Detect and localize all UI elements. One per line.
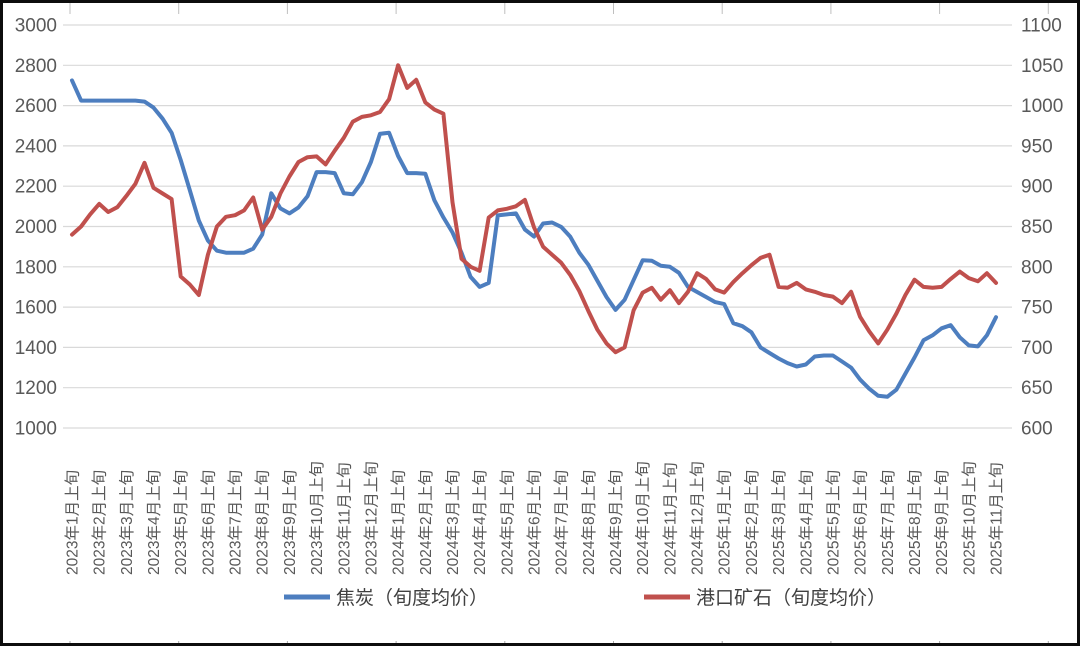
right-axis-tick-label: 900 [1021,177,1053,198]
x-axis-tick-label: 2025年7月上旬 [879,470,897,575]
x-axis-tick-label: 2025年6月上旬 [852,470,870,575]
x-axis-tick-label: 2024年6月上旬 [526,470,544,575]
x-axis-tick-label: 2025年5月上旬 [824,470,842,575]
left-axis-tick-label: 1400 [15,338,57,359]
left-axis-tick-label: 1000 [15,419,57,440]
x-axis-tick-label: 2023年8月上旬 [254,470,272,575]
legend-label-port-ore: 港口矿石（旬度均价） [696,587,886,609]
x-axis-tick-label: 2024年11月上旬 [661,462,679,575]
series-line-coke [70,78,998,399]
series-line-port-ore [70,63,998,355]
x-axis-tick-label: 2024年5月上旬 [498,470,516,575]
x-axis-tick-label: 2023年6月上旬 [199,470,217,575]
x-axis-tick-label: 2023年2月上旬 [91,470,109,575]
x-axis-tick-label: 2025年4月上旬 [797,470,815,575]
x-axis-tick-label: 2023年5月上旬 [172,470,190,575]
x-axis-tick-label: 2024年8月上旬 [580,470,598,575]
right-axis-tick-label: 800 [1021,257,1053,278]
left-axis-tick-label: 2800 [15,56,57,77]
left-axis-tick-label: 2000 [15,217,57,238]
x-axis-tick-label: 2023年12月上旬 [362,461,380,575]
x-axis-tick-label: 2024年2月上旬 [417,470,435,575]
right-axis-tick-label: 1100 [1021,16,1062,37]
x-axis-tick-label: 2023年10月上旬 [308,461,326,575]
x-axis-tick-label: 2023年9月上旬 [281,470,299,575]
x-axis-tick-label: 2025年3月上旬 [770,470,788,575]
x-axis-tick-label: 2024年12月上旬 [689,461,707,575]
x-axis-tick-label: 2024年10月上旬 [634,461,652,575]
x-axis-tick-label: 2023年7月上旬 [227,470,245,575]
x-axis-tick-label: 2023年1月上旬 [64,470,82,575]
left-axis-tick-label: 1600 [15,298,57,319]
left-axis-tick-label: 1200 [15,378,57,399]
right-axis-tick-label: 1000 [1021,96,1063,117]
x-axis-tick-label: 2024年7月上旬 [553,470,571,575]
left-axis-tick-label: 1800 [15,257,57,278]
x-axis-tick-label: 2024年4月上旬 [471,470,489,575]
x-axis-tick-label: 2025年2月上旬 [743,470,761,575]
left-axis-tick-label: 2600 [15,96,57,117]
x-axis-tick-label: 2025年10月上旬 [960,461,978,575]
x-axis-tick-label: 2023年3月上旬 [118,470,136,575]
right-axis-tick-label: 1050 [1021,56,1063,77]
right-axis-tick-label: 600 [1021,419,1053,440]
x-axis-tick-label: 2023年4月上旬 [145,470,163,575]
x-axis-tick-label: 2025年9月上旬 [933,470,951,575]
x-axis-tick-label: 2024年9月上旬 [607,470,625,575]
right-axis-tick-label: 850 [1021,217,1053,238]
legend-label-coke: 焦炭（旬度均价） [336,587,488,609]
right-axis-tick-label: 700 [1021,338,1053,359]
right-axis-tick-label: 950 [1021,136,1053,157]
left-axis-tick-label: 3000 [15,16,57,37]
left-axis-tick-label: 2400 [15,136,57,157]
right-axis-tick-label: 650 [1021,378,1053,399]
x-axis-tick-label: 2025年11月上旬 [988,462,1006,575]
x-axis-tick-label: 2025年1月上旬 [716,470,734,575]
x-axis-tick-label: 2024年1月上旬 [390,470,408,575]
x-axis-tick-label: 2024年3月上旬 [444,470,462,575]
x-axis-tick-label: 2023年11月上旬 [335,462,353,575]
x-axis-tick-label: 2025年8月上旬 [906,470,924,575]
right-axis-tick-label: 750 [1021,298,1053,319]
left-axis-tick-label: 2200 [15,177,57,198]
